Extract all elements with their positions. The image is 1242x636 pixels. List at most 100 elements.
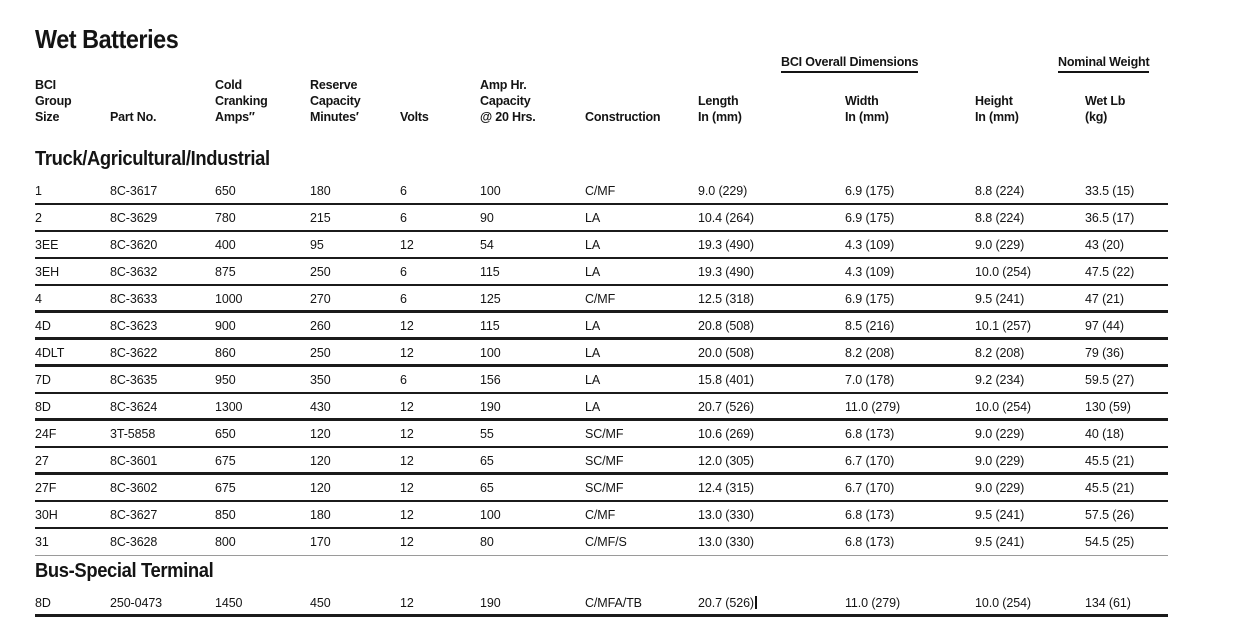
cell-value: 9.0 (229) [975,238,1025,252]
cell-weight: 97 (44) [1085,319,1168,333]
cell-value: 9.5 (241) [975,292,1025,306]
cell-value: 9.0 (229) [975,481,1025,495]
cell-value: 12 [400,535,414,549]
cell-value: 950 [215,373,236,387]
cell-width: 6.7 (170) [845,481,975,495]
cell-value: 15.8 (401) [698,373,754,387]
cell-value: 24F [35,427,57,441]
table-row: 8D 250-0473 1450 450 12 190 C/MFA/TB 20.7 (526)… [35,590,1168,617]
cell-value: 79 (36) [1085,346,1124,360]
cell-value: 350 [310,373,331,387]
cell-length: 12.0 (305) [698,454,845,468]
cell-reserve: 350 [310,373,400,387]
cell-volts: 12 [400,481,480,495]
cell-length: 12.5 (318) [698,292,845,306]
cell-value: 8C-3633 [110,292,158,306]
cell-width: 6.7 (170) [845,454,975,468]
cell-part_no: 8C-3628 [110,535,215,549]
cell-value: 47.5 (22) [1085,265,1135,279]
cell-amp_hr: 80 [480,535,585,549]
cell-value: 36.5 (17) [1085,211,1135,225]
cell-value: 65 [480,481,494,495]
cell-amp_hr: 190 [480,400,585,414]
cell-weight: 45.5 (21) [1085,481,1168,495]
cell-value: 7.0 (178) [845,373,895,387]
cell-height: 9.5 (241) [975,508,1085,522]
cell-value: 250-0473 [110,596,163,610]
cell-length: 12.4 (315) [698,481,845,495]
cell-amp_hr: 156 [480,373,585,387]
cell-value: LA [585,265,601,279]
column-header-construction: Construction [585,110,661,124]
cell-length: 20.7 (526) [698,400,845,414]
cell-length: 15.8 (401) [698,373,845,387]
column-header-group_size: BCI Group Size [35,78,72,124]
cell-volts: 12 [400,596,480,610]
column-header-width: Width In (mm) [845,94,889,124]
cell-construction: C/MF [585,508,698,522]
cell-value: LA [585,400,601,414]
cell-group_size: 4DLT [35,346,110,360]
cell-reserve: 170 [310,535,400,549]
cell-value: 900 [215,319,236,333]
cell-value: 8.2 (208) [975,346,1025,360]
cell-value: 8C-3632 [110,265,158,279]
cell-cca: 800 [215,535,310,549]
cell-value: 13.0 (330) [698,508,754,522]
cell-height: 9.0 (229) [975,238,1085,252]
cell-value: 6.9 (175) [845,292,895,306]
cell-value: 650 [215,184,236,198]
bus-section-rows: 8D 250-0473 1450 450 12 190 C/MFA/TB 20.7 (526)… [35,590,1168,617]
cell-height: 9.0 (229) [975,481,1085,495]
cell-value: 9.0 (229) [975,454,1025,468]
cell-value: 9.2 (234) [975,373,1025,387]
cell-value: 190 [480,400,501,414]
cell-value: 1000 [215,292,243,306]
cell-construction: SC/MF [585,427,698,441]
cell-weight: 130 (59) [1085,400,1168,414]
cell-weight: 79 (36) [1085,346,1168,360]
cell-value: 100 [480,184,501,198]
cell-cca: 650 [215,427,310,441]
cell-value: 134 (61) [1085,596,1131,610]
cell-value: 95 [310,238,324,252]
cell-cca: 1300 [215,400,310,414]
cell-value: 19.3 (490) [698,238,754,252]
cell-volts: 12 [400,427,480,441]
cell-value: 11.0 (279) [845,596,901,610]
cell-value: SC/MF [585,454,624,468]
cell-value: 100 [480,346,501,360]
cell-weight: 59.5 (27) [1085,373,1168,387]
cell-value: 215 [310,211,331,225]
table-row: 3EH 8C-3632 875 250 6 115 LA 19.3 (490) 4.3 (109… [35,259,1168,286]
cell-value: 3EH [35,265,60,279]
cell-value: 115 [480,319,500,333]
cell-length: 20.8 (508) [698,319,845,333]
cell-value: 2 [35,211,42,225]
cell-cca: 950 [215,373,310,387]
cell-value: 4 [35,292,42,306]
cell-group_size: 8D [35,596,110,610]
cell-value: 9.0 (229) [698,184,748,198]
cell-value: 10.1 (257) [975,319,1031,333]
cell-volts: 12 [400,400,480,414]
cell-part_no: 8C-3624 [110,400,215,414]
cell-construction: LA [585,211,698,225]
cell-length: 10.6 (269) [698,427,845,441]
cell-reserve: 450 [310,596,400,610]
cell-value: 850 [215,508,236,522]
cell-cca: 875 [215,265,310,279]
cell-weight: 54.5 (25) [1085,535,1168,549]
column-header-height: Height In (mm) [975,94,1019,124]
page-title: Wet Batteries [35,24,179,54]
cell-height: 10.0 (254) [975,400,1085,414]
cell-value: 12.4 (315) [698,481,754,495]
column-header-volts: Volts [400,110,429,124]
cell-value: 6 [400,184,407,198]
cell-value: SC/MF [585,427,624,441]
cell-value: 8C-3620 [110,238,158,252]
column-header-cca: Cold Cranking Amps″ [215,78,268,124]
cell-value: 260 [310,319,331,333]
cell-value: 8C-3628 [110,535,158,549]
cell-weight: 47 (21) [1085,292,1168,306]
